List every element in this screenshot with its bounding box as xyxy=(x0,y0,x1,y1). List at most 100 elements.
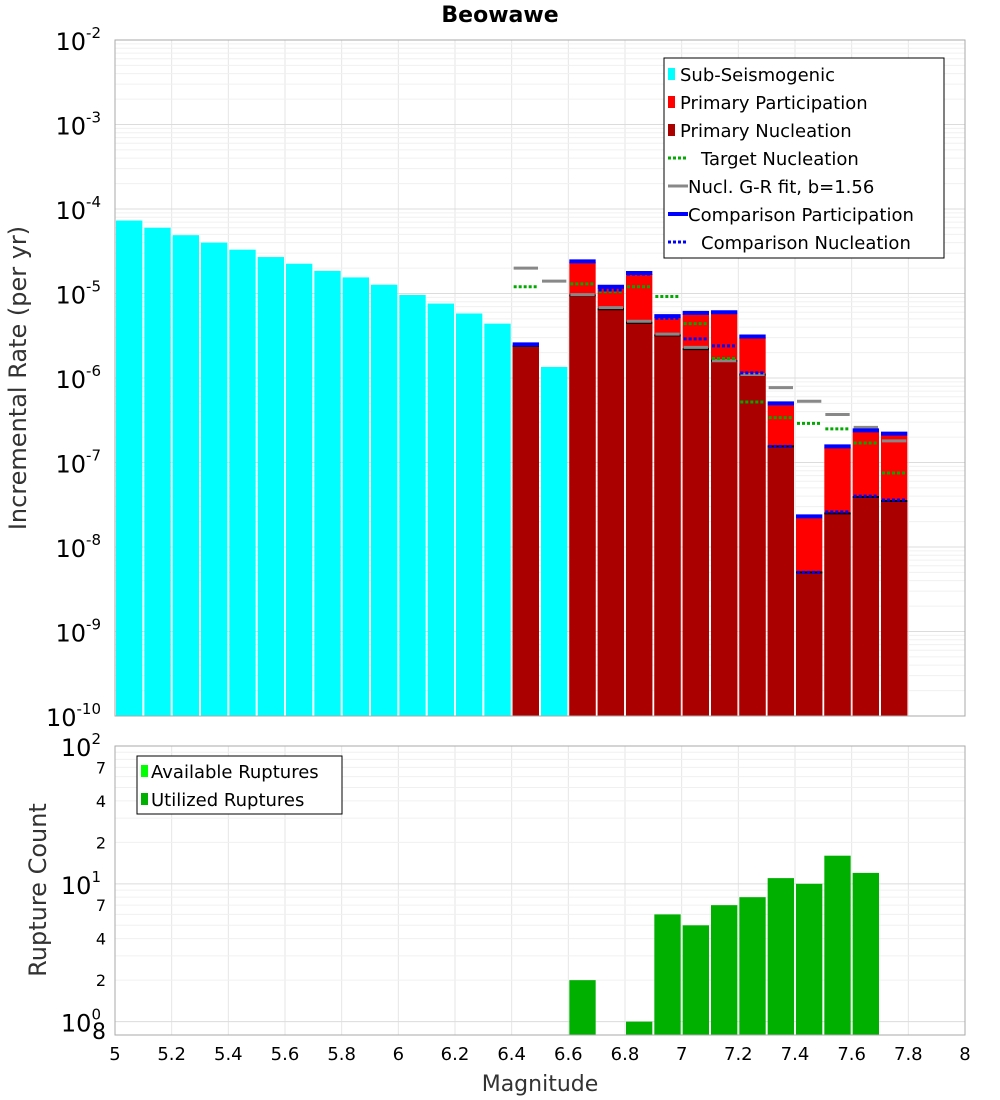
y-tick-base: 10 xyxy=(55,366,86,394)
y-tick-label: 102 xyxy=(61,730,101,762)
nucleation-bar xyxy=(852,497,879,716)
y-tick-exponent: -4 xyxy=(86,193,101,211)
y-minor-tick-label: 8 xyxy=(92,1020,106,1045)
sub-seismogenic-bar xyxy=(371,284,398,716)
legend-swatch xyxy=(668,124,675,136)
nucleation-bar xyxy=(881,501,908,716)
y-tick-label: 10-9 xyxy=(55,616,101,648)
sub-seismogenic-bar xyxy=(399,294,426,716)
sub-seismogenic-bar xyxy=(314,270,341,716)
nucleation-bar xyxy=(654,335,681,716)
sub-seismogenic-bar xyxy=(286,263,313,716)
rate-bars xyxy=(116,220,908,717)
y-minor-tick-label: 4 xyxy=(96,930,106,949)
y-tick-base: 10 xyxy=(61,872,92,900)
legend-label: Nucl. G-R fit, b=1.56 xyxy=(688,177,874,198)
utilized-rupture-bar xyxy=(682,925,709,1035)
x-tick-label: 5.6 xyxy=(271,1044,300,1065)
sub-seismogenic-bar xyxy=(116,220,143,716)
x-tick-label: 7.4 xyxy=(781,1044,810,1065)
nucleation-bar xyxy=(597,309,624,716)
legend-label: Comparison Participation xyxy=(688,205,914,226)
sub-seismogenic-bar xyxy=(172,235,199,716)
count-legend: Available Ruptures Utilized Ruptures xyxy=(136,755,343,815)
rate-y-ticks: 10-210-310-410-510-610-710-810-910-10 xyxy=(46,24,101,732)
rate-lines xyxy=(512,259,908,574)
legend-label: Utilized Ruptures xyxy=(151,790,304,811)
nucleation-bar xyxy=(682,349,709,716)
x-tick-label: 5.4 xyxy=(214,1044,243,1065)
y-tick-base: 10 xyxy=(61,1010,92,1038)
y-tick-base: 10 xyxy=(55,28,86,56)
nucleation-bar xyxy=(796,572,823,716)
sub-seismogenic-bar xyxy=(541,366,568,716)
y-tick-exponent: -10 xyxy=(77,700,102,718)
legend-label: Sub-Seismogenic xyxy=(680,65,835,86)
y-tick-exponent: -6 xyxy=(86,362,101,380)
sub-seismogenic-bar xyxy=(427,303,454,716)
legend-label: Target Nucleation xyxy=(700,149,859,170)
legend-label: Primary Participation xyxy=(680,93,868,114)
utilized-rupture-bar xyxy=(767,878,794,1035)
y-tick-exponent: 0 xyxy=(91,1006,101,1024)
chart-title: Beowawe xyxy=(441,3,558,28)
nucleation-bar xyxy=(569,295,596,716)
y-tick-base: 10 xyxy=(46,704,77,732)
count-bars xyxy=(569,855,879,1035)
x-tick-label: 8 xyxy=(959,1044,970,1065)
y-tick-label: 100 xyxy=(61,1006,101,1038)
count-plot-frame xyxy=(114,745,966,1036)
nucleation-bar xyxy=(824,513,851,716)
legend-swatch xyxy=(141,793,148,805)
utilized-rupture-bar xyxy=(569,980,596,1035)
x-tick-label: 7.6 xyxy=(837,1044,866,1065)
x-tick-label: 5.8 xyxy=(327,1044,356,1065)
y-tick-exponent: 1 xyxy=(91,868,101,886)
x-tick-label: 6 xyxy=(393,1044,404,1065)
rate-plot-frame xyxy=(114,39,966,717)
x-tick-label: 5 xyxy=(109,1044,120,1065)
legend-swatch xyxy=(141,765,148,777)
y-tick-label: 10-6 xyxy=(55,362,101,394)
x-tick-label: 7.2 xyxy=(724,1044,753,1065)
utilized-rupture-bar xyxy=(796,883,823,1035)
nucleation-bar xyxy=(711,360,738,716)
utilized-rupture-bar xyxy=(852,872,879,1035)
legend-swatch xyxy=(668,96,675,108)
y-tick-label: 10-3 xyxy=(55,109,101,141)
nucleation-bar xyxy=(739,374,766,716)
utilized-rupture-bar xyxy=(654,914,681,1035)
y-tick-exponent: 2 xyxy=(91,730,101,748)
y-tick-exponent: -3 xyxy=(86,109,101,127)
count-y-axis-label: Rupture Count xyxy=(24,803,52,977)
nucleation-bar xyxy=(512,345,539,716)
x-tick-label: 7 xyxy=(676,1044,687,1065)
sub-seismogenic-bar xyxy=(229,249,256,716)
y-minor-tick-label: 7 xyxy=(96,758,106,777)
y-tick-label: 10-4 xyxy=(55,193,101,225)
y-tick-base: 10 xyxy=(55,282,86,310)
legend-box xyxy=(136,755,343,815)
utilized-rupture-bar xyxy=(824,855,851,1035)
y-tick-exponent: -2 xyxy=(86,24,101,42)
y-minor-tick-label: 2 xyxy=(96,833,106,852)
x-tick-label: 6.8 xyxy=(611,1044,640,1065)
y-tick-exponent: -8 xyxy=(86,531,101,549)
y-tick-base: 10 xyxy=(55,535,86,563)
count-x-ticks: 5 5.2 5.4 5.6 5.8 6 6.2 6.4 6.6 6.8 7 7.2 7.4 7.6 7.8 8 xyxy=(109,1044,970,1065)
nucleation-bar xyxy=(767,446,794,716)
sub-seismogenic-bar xyxy=(342,277,369,716)
rate-panel: 10-210-310-410-510-610-710-810-910-10 Be… xyxy=(4,3,966,732)
legend-swatch xyxy=(668,68,675,80)
y-tick-label: 10-10 xyxy=(46,700,101,732)
y-tick-base: 10 xyxy=(55,113,86,141)
x-tick-label: 5.2 xyxy=(157,1044,186,1065)
rate-grid xyxy=(114,40,966,717)
legend-label: Primary Nucleation xyxy=(680,121,852,142)
rate-y-axis-label: Incremental Rate (per yr) xyxy=(4,226,32,530)
x-tick-label: 6.2 xyxy=(441,1044,470,1065)
sub-seismogenic-bar xyxy=(456,313,483,716)
